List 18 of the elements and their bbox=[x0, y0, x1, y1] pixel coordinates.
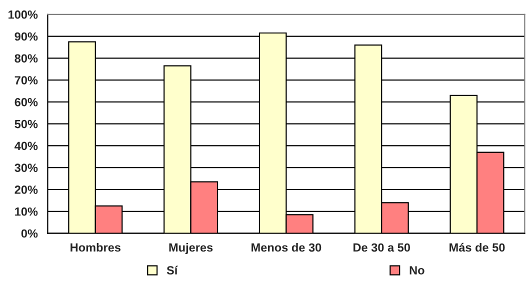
x-tick-label: Más de 50 bbox=[450, 242, 505, 252]
y-tick-label: 0% bbox=[21, 229, 38, 238]
legend-label: No bbox=[410, 266, 424, 275]
y-tick-label: 20% bbox=[14, 186, 38, 194]
y-tick-label: 50% bbox=[14, 120, 38, 128]
y-tick-label: 10% bbox=[15, 207, 38, 216]
y-tick-label: 70% bbox=[14, 76, 38, 84]
y-tick-label: 60% bbox=[14, 98, 38, 106]
x-tick-label: Menos de 30 bbox=[252, 243, 322, 252]
x-tick-label: Mujeres bbox=[169, 243, 213, 254]
y-tick-label: 80% bbox=[14, 54, 38, 63]
y-tick-label: 100% bbox=[8, 10, 38, 19]
y-tick-label: 90% bbox=[14, 32, 38, 41]
y-tick-label: 40% bbox=[14, 142, 38, 150]
y-tick-label: 30% bbox=[14, 164, 38, 172]
legend-label: Sí bbox=[166, 266, 178, 275]
x-tick-label: Hombres bbox=[70, 243, 120, 252]
x-tick-label: De 30 a 50 bbox=[354, 243, 410, 252]
